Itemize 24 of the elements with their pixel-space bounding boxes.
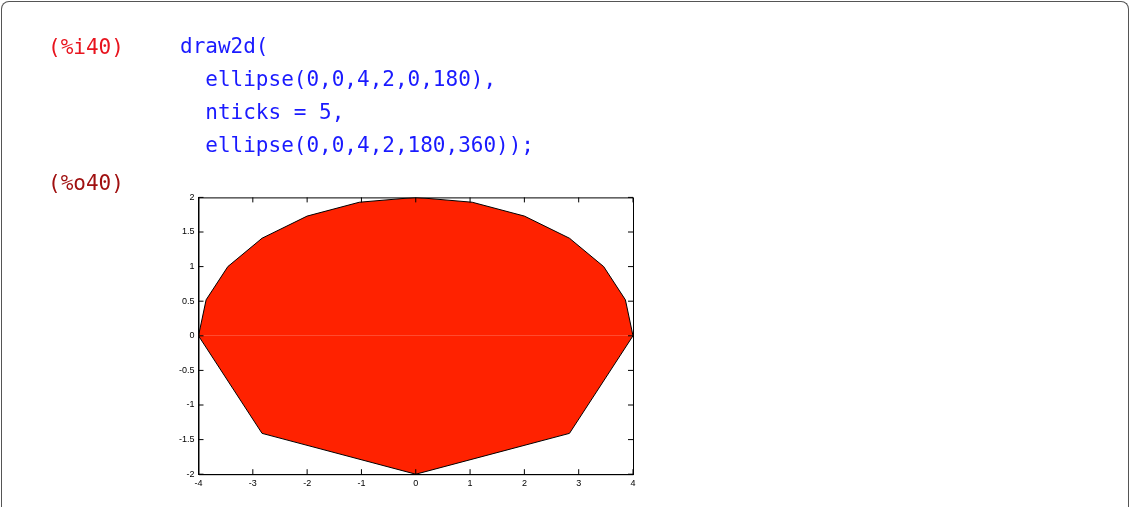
x-tick-label: 3 <box>576 478 582 489</box>
text: ellipse(0,0,4,2,180,360)); <box>204 132 535 159</box>
text: draw2d( <box>180 33 270 60</box>
x-tick-label: -1 <box>357 478 366 489</box>
y-tick-label: -2 <box>186 468 195 479</box>
text: ellipse(0,0,4,2,0,180), <box>204 66 498 93</box>
y-tick-label: -0.5 <box>178 364 195 375</box>
y-tick-label: 1.5 <box>181 226 195 237</box>
text: (%i40) <box>48 35 124 59</box>
y-tick-label: 0 <box>189 330 195 341</box>
y-tick-label: 2 <box>189 191 195 202</box>
x-tick-label: -2 <box>303 478 312 489</box>
y-tick-label: -1 <box>186 399 195 410</box>
text: (%o40) <box>48 171 124 195</box>
x-tick-label: 2 <box>521 478 527 489</box>
x-tick-label: 4 <box>630 478 636 489</box>
text: nticks = 5, <box>204 99 346 126</box>
x-tick-label: 0 <box>413 478 419 489</box>
x-tick-label: -4 <box>194 478 203 489</box>
x-tick-label: 1 <box>467 478 473 489</box>
y-tick-label: 0.5 <box>181 295 195 306</box>
y-tick-label: 1 <box>189 261 195 272</box>
y-tick-label: -1.5 <box>178 434 195 445</box>
x-tick-label: -3 <box>248 478 257 489</box>
